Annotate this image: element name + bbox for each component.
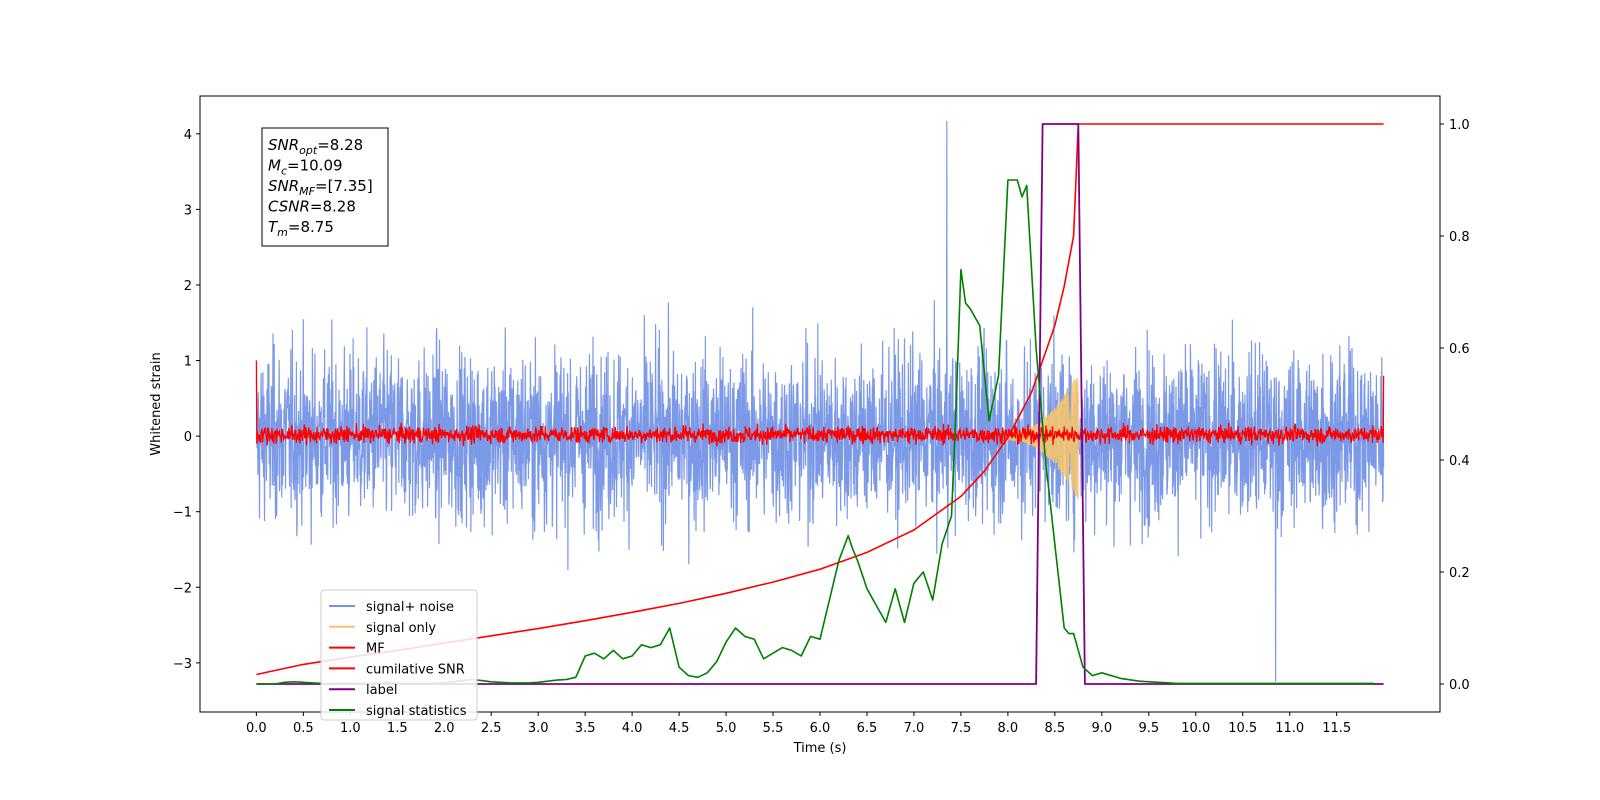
x-tick-label: 4.5 [669,721,690,736]
x-tick-label: 3.0 [528,721,549,736]
annotation-line: SNRopt=8.28 [268,136,363,157]
y-tick-label: 0 [184,430,192,445]
x-tick-label: 11.0 [1275,721,1304,736]
x-tick-label: 8.0 [998,721,1019,736]
legend-entry-label: cumilative SNR [366,662,465,677]
annotation-box: SNRopt=8.28Mc=10.09SNRMF=[7.35]CSNR=8.28… [261,127,389,247]
y-tick-label: 4 [184,128,192,143]
y-tick-label: 2 [184,279,192,294]
series-label-line [256,123,1384,685]
x-tick-label: 10.0 [1181,721,1210,736]
x-tick-label: 0.5 [293,721,314,736]
legend-entry-label: signal statistics [366,704,467,719]
y-tick-label: 3 [184,203,192,218]
x-tick-label: 6.0 [810,721,831,736]
x-tick-label: 3.5 [575,721,596,736]
y-right-tick-label: 1.0 [1449,118,1470,133]
legend-entry-label: signal only [366,621,436,636]
x-tick-label: 7.0 [904,721,925,736]
y-right-tick-label: 0.4 [1449,454,1470,469]
x-axis-label: Time (s) [793,741,847,756]
x-tick-label: 9.0 [1091,721,1112,736]
y-tick-label: 1 [184,355,192,370]
x-tick-label: 2.5 [481,721,502,736]
x-tick-label: 9.5 [1138,721,1159,736]
y-tick-label: −2 [173,581,192,596]
x-tick-label: 11.5 [1322,721,1351,736]
x-tick-label: 5.5 [763,721,784,736]
legend-frame [320,589,478,721]
y-tick-label: −1 [173,506,192,521]
series-mf-line [255,360,1385,447]
legend-entry-label: MF [366,642,385,657]
annotation-line: Mc=10.09 [268,157,343,178]
x-tick-label: 7.5 [951,721,972,736]
y-right-tick-label: 0.6 [1449,342,1470,357]
x-tick-label: 6.5 [857,721,878,736]
annotation-frame [261,127,389,247]
y-tick-label: −3 [173,657,192,672]
axes: 0.0 0.5 1.0 1.5 2.0 2.5 3.0 3.5 4.0 4.5 5.0 5.5 6.0 6… [173,118,1470,736]
x-tick-label: 8.5 [1045,721,1066,736]
x-tick-label: 1.0 [340,721,361,736]
x-tick-label: 10.5 [1228,721,1257,736]
legend: signal+ noise signal only MF cumilative SNR… [320,589,478,721]
x-tick-label: 1.5 [387,721,408,736]
x-tick-label: 0.0 [246,721,267,736]
annotation-line: SNRMF=[7.35] [268,177,373,198]
y-right-tick-label: 0.0 [1449,678,1470,693]
y-right-tick-label: 0.2 [1449,566,1470,581]
y-right-tick-label: 0.8 [1449,230,1470,245]
legend-entry-label: signal+ noise [366,600,454,615]
series-signal-noise-line [255,120,1385,682]
legend-entry-label: label [366,683,397,698]
x-tick-label: 5.0 [716,721,737,736]
annotation-line: CSNR=8.28 [268,198,356,216]
x-tick-label: 4.0 [622,721,643,736]
annotation-line: Tm=8.75 [268,218,334,239]
y-axis-label: Whitened strain [149,352,164,455]
x-tick-label: 2.0 [434,721,455,736]
